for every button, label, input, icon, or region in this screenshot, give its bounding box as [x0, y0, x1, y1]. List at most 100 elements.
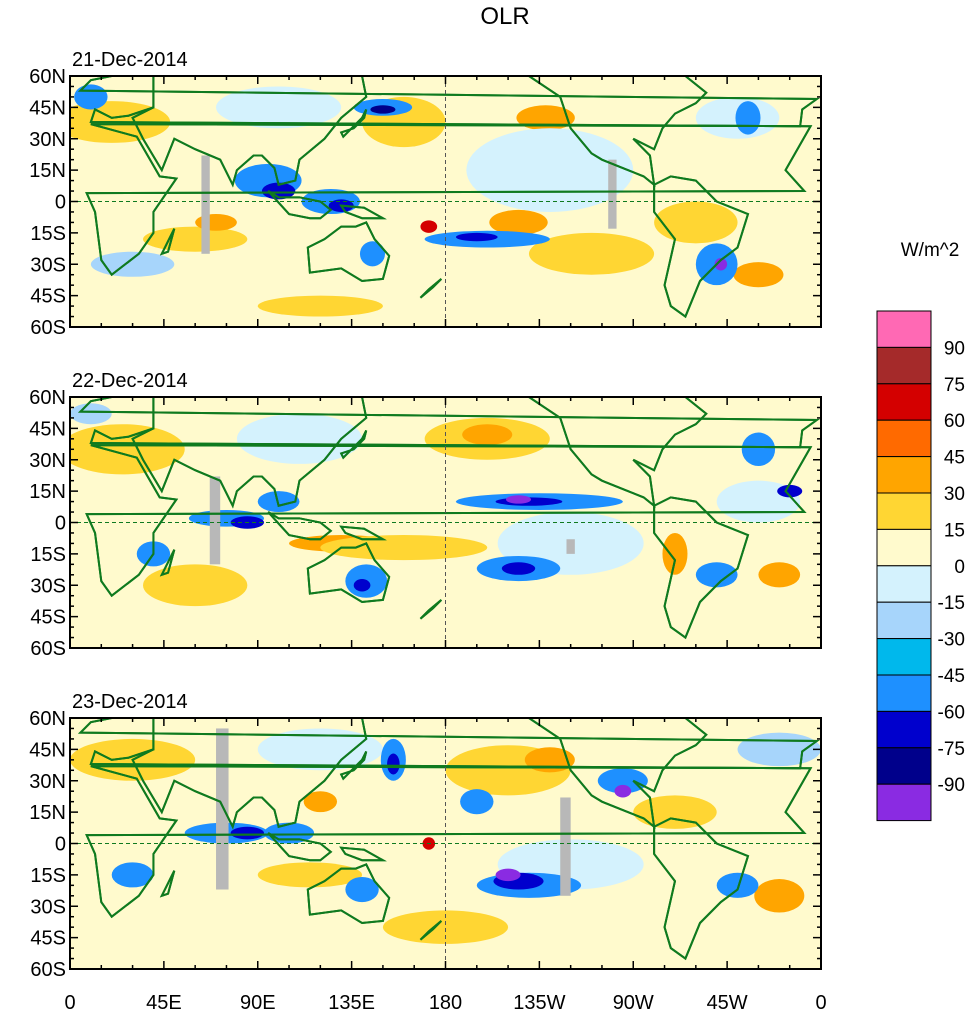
map-panel: 60N 45N 30N 15N 0 15S 30S 45S 60S 21-Dec-2014	[29, 49, 822, 339]
longitude-label: 180	[429, 992, 462, 1014]
anomaly-region	[420, 220, 438, 233]
coastline	[159, 549, 176, 577]
coastline	[523, 397, 708, 509]
latitude-label: 60N	[29, 66, 66, 88]
latitude-label: 60S	[30, 959, 66, 981]
colorbar-swatch	[876, 456, 932, 494]
anomaly-region	[455, 232, 498, 242]
longitude-label: 135W	[513, 992, 565, 1014]
anomaly-region	[382, 910, 509, 944]
colorbar: 90 75 60 45 30 15 0 -15 -30 -45 -60 -75 -90	[876, 310, 965, 822]
latitude-label: 15N	[29, 802, 66, 824]
latitude-label: 45N	[29, 739, 66, 761]
coastline	[267, 190, 333, 220]
anomaly-region	[741, 432, 776, 467]
coastline	[306, 863, 391, 925]
anomaly-region	[495, 868, 521, 882]
coastline	[267, 511, 333, 541]
colorbar-swatch	[876, 310, 932, 348]
anomaly-region	[505, 495, 532, 504]
colorbar-level-label: -60	[938, 702, 965, 723]
anomaly-field	[70, 76, 821, 327]
anomaly-region	[90, 251, 175, 277]
coastline	[159, 228, 176, 256]
latitude-label: 30S	[30, 575, 66, 597]
anomaly-region	[754, 879, 805, 913]
coastline	[523, 76, 708, 188]
colorbar-level-label: 75	[944, 375, 965, 396]
missing-data	[201, 155, 210, 254]
longitude-label: 90W	[613, 992, 654, 1014]
anomaly-region	[633, 795, 717, 829]
colorbar-level-label: -45	[938, 666, 965, 687]
colorbar-swatch	[876, 783, 932, 822]
latitude-label: 0	[55, 834, 66, 856]
coastline	[85, 765, 813, 919]
colorbar-level-label: -15	[938, 593, 965, 614]
coastline	[419, 278, 443, 299]
anomaly-region	[735, 101, 761, 135]
longitude-axis-labels: 0 45E 90E 135E 180 135W 90W 45W 0	[64, 992, 826, 1014]
anomaly-region	[733, 262, 784, 288]
coastline	[159, 870, 176, 898]
anomaly-region	[230, 826, 265, 840]
colorbar-swatch	[876, 638, 932, 676]
anomaly-region	[695, 562, 738, 588]
colorbar-swatch	[876, 601, 932, 640]
latitude-label: 30N	[29, 129, 66, 151]
anomaly-region	[195, 214, 237, 231]
colorbar-level-label: 90	[944, 338, 965, 359]
anomaly-region	[353, 578, 371, 592]
coastline	[339, 109, 368, 139]
coastline	[339, 430, 368, 460]
anomaly-region	[143, 226, 248, 252]
coastline	[523, 718, 708, 830]
anomaly-region	[597, 768, 648, 794]
anomaly-region	[716, 872, 759, 898]
anomaly-region	[614, 784, 632, 798]
coastline	[339, 525, 387, 541]
coastline	[78, 397, 820, 449]
longitude-label: 90E	[240, 992, 276, 1014]
anomaly-region	[216, 86, 342, 129]
colorbar-swatch	[876, 747, 932, 785]
coastline	[267, 832, 333, 862]
figure-title: OLR	[480, 3, 529, 30]
anomaly-region	[737, 732, 821, 767]
coastline	[78, 76, 820, 128]
latitude-label: 30N	[29, 771, 66, 793]
anomaly-region	[387, 753, 400, 775]
anomaly-region	[257, 491, 300, 513]
anomaly-region	[501, 562, 536, 575]
latitude-label: 15N	[29, 481, 66, 503]
latitude-label: 45S	[30, 286, 66, 308]
latitude-label: 60N	[29, 708, 66, 730]
colorbar-swatch	[876, 565, 932, 603]
coastline	[653, 175, 750, 319]
anomaly-region	[257, 728, 383, 771]
colorbar-level-label: 45	[944, 448, 965, 469]
longitude-label: 45E	[146, 992, 182, 1014]
colorbar-swatch	[876, 674, 932, 712]
anomaly-region	[460, 789, 494, 815]
latitude-label: 15S	[30, 544, 66, 566]
colorbar-level-label: -30	[938, 630, 965, 651]
coastline	[419, 599, 443, 620]
colorbar-swatch	[876, 419, 932, 458]
coastline	[653, 496, 750, 640]
anomaly-region	[654, 201, 738, 244]
anomaly-region	[714, 257, 728, 271]
anomaly-region	[359, 241, 386, 267]
missing-data	[608, 159, 617, 229]
coastline	[306, 542, 391, 604]
map-panels: 60N 45N 30N 15N 0 15S 30S 45S 60S 21-Dec-2014 60N 4…	[29, 49, 822, 981]
longitude-label: 0	[64, 992, 75, 1014]
colorbar-level-label: -90	[938, 775, 965, 796]
coastline	[339, 846, 387, 862]
anomaly-region	[70, 424, 185, 475]
latitude-label: 15S	[30, 865, 66, 887]
longitude-label: 0	[815, 992, 826, 1014]
coastline	[78, 718, 820, 770]
anomaly-region	[777, 484, 803, 498]
